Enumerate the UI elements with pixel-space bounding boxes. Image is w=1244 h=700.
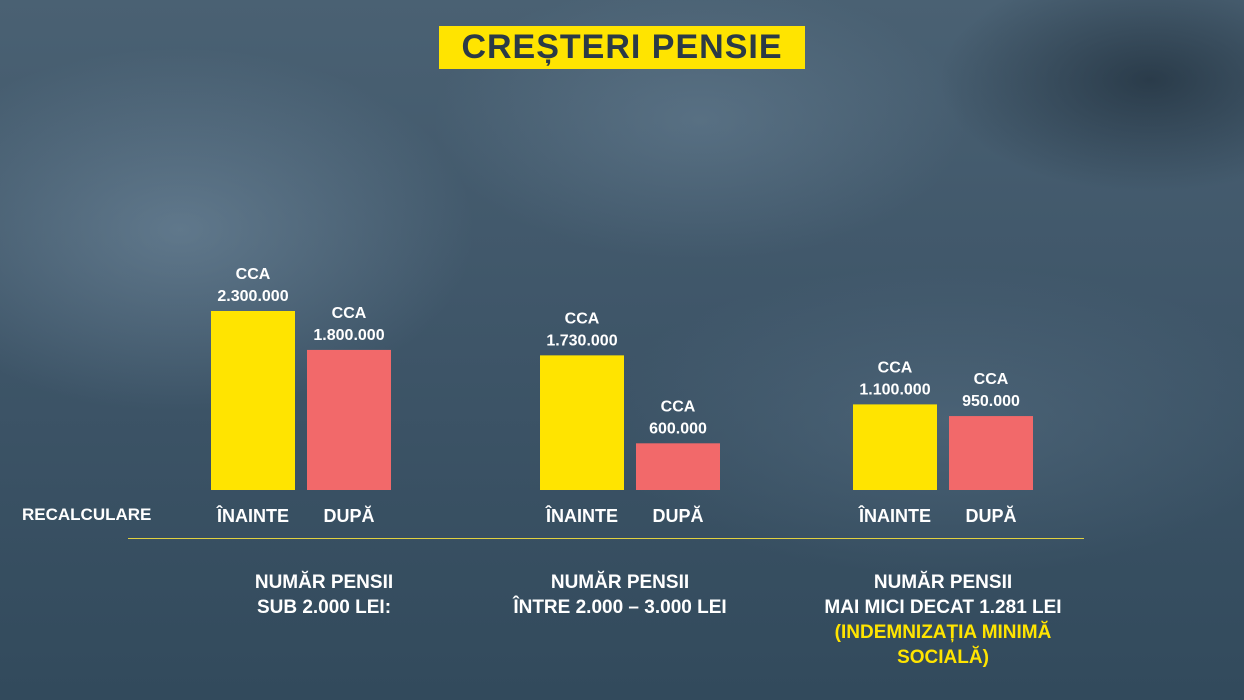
- category-label: ÎNAINTE: [216, 505, 289, 526]
- category-label: ÎNAINTE: [545, 505, 618, 526]
- chart-title: CREȘTERI PENSIE: [439, 26, 805, 69]
- bar-2-dupa: [636, 443, 720, 490]
- bar-value-label: CCA: [974, 371, 1009, 388]
- category-label: ÎNAINTE: [858, 505, 931, 526]
- bar-value-label: 2.300.000: [217, 288, 288, 305]
- bar-1-inainte: [211, 311, 295, 490]
- bar-value-label: CCA: [236, 266, 271, 283]
- bar-3-inainte: [853, 404, 937, 490]
- caption-line: MAI MICI DECAT 1.281 LEI: [824, 597, 1062, 618]
- group-caption-3: NUMĂR PENSII MAI MICI DECAT 1.281 LEI (I…: [793, 570, 1093, 670]
- bar-value-label: CCA: [565, 310, 600, 327]
- category-label: DUPĂ: [323, 505, 374, 526]
- bar-value-label: 1.100.000: [859, 381, 930, 398]
- bar-value-label: 950.000: [962, 393, 1020, 410]
- caption-line: SUB 2.000 LEI:: [256, 597, 392, 618]
- bar-value-label: 1.730.000: [546, 332, 617, 349]
- caption-line: NUMĂR PENSII: [550, 572, 690, 593]
- bar-1-dupa: [307, 349, 391, 490]
- caption-line: ÎNTRE 2.000 – 3.000 LEI: [513, 597, 727, 618]
- bar-2-inainte: [540, 355, 624, 490]
- bar-value-label: CCA: [878, 359, 913, 376]
- category-label: DUPĂ: [965, 505, 1016, 526]
- group-caption-1: NUMĂR PENSII SUB 2.000 LEI:: [174, 570, 474, 620]
- bar-value-label: 600.000: [649, 420, 707, 437]
- caption-line: NUMĂR PENSII: [254, 572, 394, 593]
- caption-line: NUMĂR PENSII: [873, 572, 1013, 593]
- bar-3-dupa: [949, 416, 1033, 490]
- bar-value-label: 1.800.000: [313, 327, 384, 344]
- group-caption-2: NUMĂR PENSII ÎNTRE 2.000 – 3.000 LEI: [470, 570, 770, 620]
- caption-note-line: (INDEMNIZAȚIA MINIMĂ: [834, 622, 1052, 643]
- row-label: RECALCULARE: [22, 505, 152, 524]
- divider-line: [128, 538, 1084, 539]
- caption-note-line: SOCIALĂ): [897, 647, 989, 668]
- bar-value-label: CCA: [661, 398, 696, 415]
- bar-value-label: CCA: [332, 305, 367, 322]
- category-label: DUPĂ: [652, 505, 703, 526]
